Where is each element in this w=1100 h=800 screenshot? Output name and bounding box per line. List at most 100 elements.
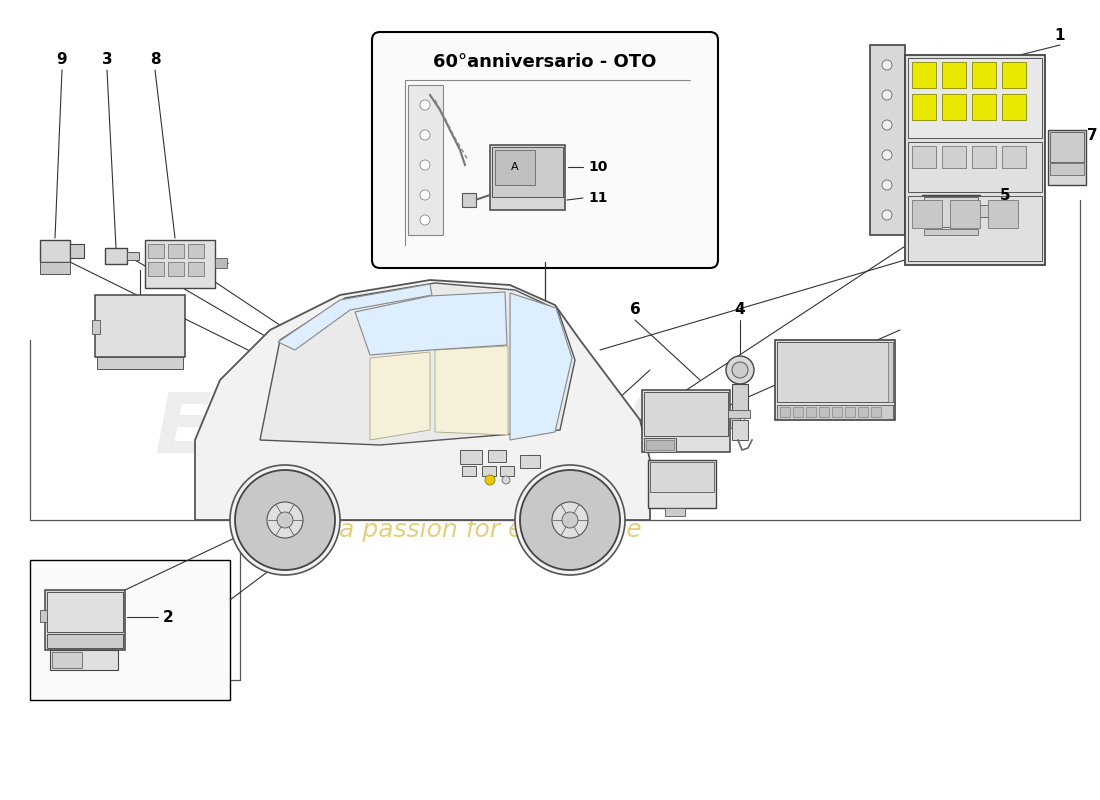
Bar bbox=[126, 252, 139, 260]
Polygon shape bbox=[434, 346, 508, 435]
Bar bbox=[780, 407, 790, 417]
Text: 4: 4 bbox=[735, 302, 746, 318]
Bar bbox=[104, 248, 126, 264]
Bar bbox=[148, 262, 164, 276]
Bar bbox=[488, 450, 506, 462]
Bar bbox=[942, 62, 966, 88]
Bar bbox=[728, 410, 750, 418]
Circle shape bbox=[420, 190, 430, 200]
Text: 11: 11 bbox=[588, 191, 607, 205]
Bar bbox=[1048, 130, 1086, 185]
Circle shape bbox=[882, 90, 892, 100]
Bar bbox=[972, 146, 996, 168]
Bar bbox=[650, 462, 714, 492]
Bar bbox=[912, 146, 936, 168]
Bar bbox=[845, 407, 855, 417]
Bar bbox=[52, 652, 82, 668]
Bar bbox=[776, 340, 895, 420]
Bar bbox=[777, 342, 893, 402]
Bar bbox=[500, 466, 514, 476]
Bar bbox=[888, 342, 893, 402]
Circle shape bbox=[230, 465, 340, 575]
Text: 10: 10 bbox=[588, 160, 607, 174]
Bar bbox=[460, 450, 482, 464]
Bar bbox=[148, 244, 164, 258]
Circle shape bbox=[562, 512, 578, 528]
Bar bbox=[462, 466, 476, 476]
Bar bbox=[646, 440, 674, 450]
Bar bbox=[1050, 163, 1084, 175]
Bar bbox=[912, 62, 936, 88]
Circle shape bbox=[420, 160, 430, 170]
Bar bbox=[642, 390, 730, 452]
Circle shape bbox=[420, 100, 430, 110]
Bar bbox=[47, 592, 123, 632]
Bar bbox=[905, 55, 1045, 265]
Bar bbox=[490, 145, 565, 210]
Bar bbox=[988, 200, 1018, 228]
Bar bbox=[972, 62, 996, 88]
Bar bbox=[793, 407, 803, 417]
Text: 8: 8 bbox=[150, 53, 161, 67]
Bar bbox=[462, 193, 476, 207]
Bar bbox=[908, 196, 1042, 261]
Bar bbox=[168, 244, 184, 258]
Bar bbox=[70, 244, 84, 258]
Bar bbox=[908, 58, 1042, 138]
Text: 9: 9 bbox=[57, 53, 67, 67]
Circle shape bbox=[882, 210, 892, 220]
Bar bbox=[777, 405, 893, 419]
Bar bbox=[408, 85, 443, 235]
Bar bbox=[644, 392, 728, 436]
Bar bbox=[912, 94, 936, 120]
Bar bbox=[520, 455, 540, 468]
Polygon shape bbox=[195, 280, 650, 520]
Circle shape bbox=[420, 130, 430, 140]
Circle shape bbox=[552, 502, 589, 538]
FancyBboxPatch shape bbox=[372, 32, 718, 268]
Bar bbox=[30, 560, 230, 700]
Bar bbox=[1002, 146, 1026, 168]
Circle shape bbox=[515, 465, 625, 575]
Bar bbox=[942, 94, 966, 120]
Bar bbox=[648, 460, 716, 508]
Polygon shape bbox=[355, 292, 507, 355]
Bar bbox=[188, 244, 204, 258]
Bar bbox=[97, 357, 183, 369]
Polygon shape bbox=[278, 284, 432, 350]
Bar bbox=[832, 407, 842, 417]
Circle shape bbox=[882, 120, 892, 130]
Bar bbox=[40, 262, 70, 274]
Bar bbox=[1050, 132, 1084, 162]
Polygon shape bbox=[510, 293, 572, 440]
Bar bbox=[871, 407, 881, 417]
Bar bbox=[482, 466, 496, 476]
Bar bbox=[45, 590, 125, 650]
Circle shape bbox=[882, 180, 892, 190]
Bar bbox=[820, 407, 829, 417]
Bar bbox=[492, 147, 563, 197]
Text: EUROMARS: EUROMARS bbox=[154, 390, 685, 470]
Circle shape bbox=[882, 60, 892, 70]
Bar bbox=[40, 240, 70, 262]
Circle shape bbox=[277, 512, 293, 528]
Text: a passion for excellence: a passion for excellence bbox=[339, 518, 641, 542]
Bar bbox=[1002, 62, 1026, 88]
Bar bbox=[972, 94, 996, 120]
Circle shape bbox=[732, 362, 748, 378]
Bar bbox=[188, 262, 204, 276]
Bar bbox=[730, 412, 740, 428]
Bar bbox=[644, 438, 676, 452]
Bar bbox=[495, 150, 535, 185]
Bar bbox=[924, 197, 978, 227]
Bar bbox=[95, 295, 185, 357]
Circle shape bbox=[235, 470, 336, 570]
Bar bbox=[806, 407, 816, 417]
Bar bbox=[40, 610, 47, 622]
Bar bbox=[1002, 94, 1026, 120]
Bar bbox=[908, 142, 1042, 192]
Text: A: A bbox=[512, 162, 519, 172]
Circle shape bbox=[520, 470, 620, 570]
Bar bbox=[858, 407, 868, 417]
Circle shape bbox=[502, 476, 510, 484]
